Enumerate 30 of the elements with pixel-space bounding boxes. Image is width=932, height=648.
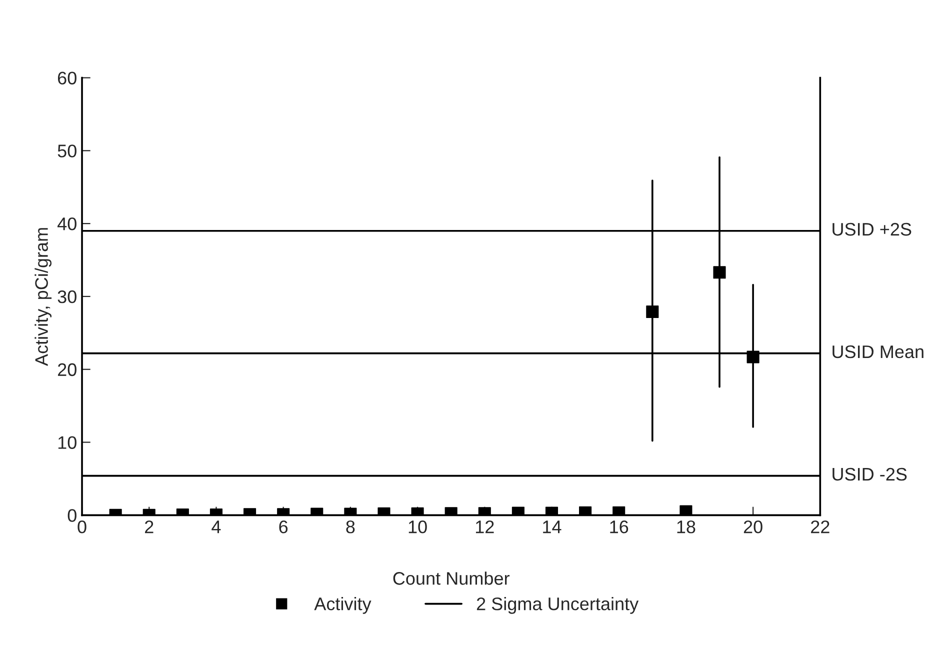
x-tick-label: 14 bbox=[543, 520, 562, 534]
legend-label: Activity bbox=[314, 597, 372, 614]
x-tick-label: 6 bbox=[279, 520, 288, 534]
x-tick-label: 18 bbox=[677, 520, 696, 534]
x-tick-label: 22 bbox=[811, 520, 830, 534]
y-tick-label: 40 bbox=[57, 217, 76, 230]
y-tick-label: 20 bbox=[58, 363, 76, 376]
y-tick-label: 10 bbox=[58, 436, 76, 449]
y-axis-title: Activity, pCi/gram bbox=[34, 228, 52, 366]
y-tick-label: 30 bbox=[58, 290, 76, 304]
ref-line-label: USID +2S bbox=[832, 222, 912, 236]
point bbox=[713, 266, 726, 279]
point bbox=[746, 350, 760, 364]
point bbox=[680, 505, 692, 516]
x-tick-label: 2 bbox=[145, 520, 154, 534]
x-axis-title: Count Number bbox=[393, 572, 510, 585]
x-tick-label: 16 bbox=[610, 520, 628, 534]
x-tick-label: 12 bbox=[476, 520, 494, 534]
y-tick-label: 50 bbox=[58, 144, 76, 158]
text: 2 Sigma Uncertainty bbox=[476, 597, 639, 614]
ref-line-label: USID Mean bbox=[832, 345, 924, 358]
x-tick-label: 10 bbox=[408, 520, 427, 534]
y-tick-label: 0 bbox=[68, 509, 76, 522]
y-tick-label: 60 bbox=[58, 72, 76, 84]
ref-line-label: USID -2S bbox=[832, 468, 907, 481]
x-tick-label: 20 bbox=[744, 520, 762, 534]
x-tick-label: 8 bbox=[346, 520, 355, 534]
x-tick-label: 0 bbox=[78, 520, 86, 534]
point bbox=[646, 305, 659, 318]
x-tick-label: 4 bbox=[212, 520, 221, 534]
